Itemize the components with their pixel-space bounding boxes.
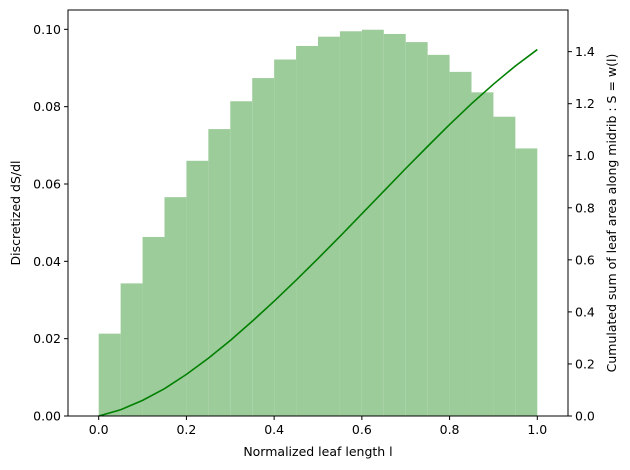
y-tick-label: 0.04 bbox=[33, 254, 61, 269]
histogram-bar bbox=[361, 29, 384, 416]
bar-series bbox=[98, 29, 538, 417]
histogram-bar bbox=[274, 59, 297, 416]
x-tick-label: 0.6 bbox=[352, 422, 372, 437]
histogram-bar bbox=[515, 148, 538, 416]
histogram-bar bbox=[449, 71, 472, 416]
y2-tick-label: 0.2 bbox=[575, 356, 595, 371]
x-tick-label: 0.0 bbox=[89, 422, 109, 437]
histogram-bar bbox=[405, 42, 428, 417]
y2-tick-label: 0.8 bbox=[575, 200, 595, 215]
y-tick-label: 0.02 bbox=[33, 331, 61, 346]
histogram-bar bbox=[120, 283, 143, 416]
histogram-bar bbox=[427, 54, 450, 416]
y-axis-label: Discretized dS/dl bbox=[8, 160, 23, 265]
histogram-bar bbox=[493, 116, 516, 416]
x-tick-label: 0.4 bbox=[264, 422, 284, 437]
y-tick-label: 0.06 bbox=[33, 177, 61, 192]
histogram-bar bbox=[208, 129, 231, 417]
histogram-bar bbox=[383, 33, 406, 417]
y2-tick-label: 0.6 bbox=[575, 252, 595, 267]
histogram-bar bbox=[142, 236, 165, 416]
y2-tick-label: 0.0 bbox=[575, 409, 595, 424]
y-axis-left: 0.00 0.02 0.04 0.06 0.08 0.10 bbox=[33, 22, 68, 424]
x-tick-label: 1.0 bbox=[527, 422, 547, 437]
y-axis-right: 0.0 0.2 0.4 0.6 0.8 1.0 1.2 1.4 bbox=[568, 44, 595, 424]
histogram-bar bbox=[296, 45, 318, 417]
cumulative-area-line bbox=[98, 48, 538, 416]
x-tick-label: 0.2 bbox=[176, 422, 196, 437]
histogram-bar bbox=[98, 333, 121, 416]
histogram-bar bbox=[252, 78, 275, 416]
x-axis: 0.0 0.2 0.4 0.6 0.8 1.0 bbox=[89, 416, 547, 437]
y-tick-label: 0.08 bbox=[33, 99, 61, 114]
y2-axis-label: Cumulated sum of leaf area along midrib … bbox=[604, 54, 619, 373]
x-axis-label: Normalized leaf length l bbox=[243, 444, 392, 459]
histogram-bar bbox=[471, 92, 494, 417]
histogram-bar bbox=[164, 197, 187, 416]
histogram-bar bbox=[230, 101, 253, 417]
y2-tick-label: 1.4 bbox=[575, 44, 595, 59]
histogram-bar bbox=[186, 160, 209, 416]
y2-tick-label: 1.2 bbox=[575, 96, 595, 111]
y2-tick-label: 0.4 bbox=[575, 304, 595, 319]
y-tick-label: 0.00 bbox=[33, 409, 61, 424]
histogram-bar bbox=[318, 36, 340, 417]
y2-tick-label: 1.0 bbox=[575, 148, 595, 163]
x-tick-label: 0.8 bbox=[440, 422, 460, 437]
plot-frame bbox=[67, 9, 569, 417]
y-tick-label: 0.10 bbox=[33, 22, 61, 37]
histogram-bar bbox=[339, 31, 362, 417]
